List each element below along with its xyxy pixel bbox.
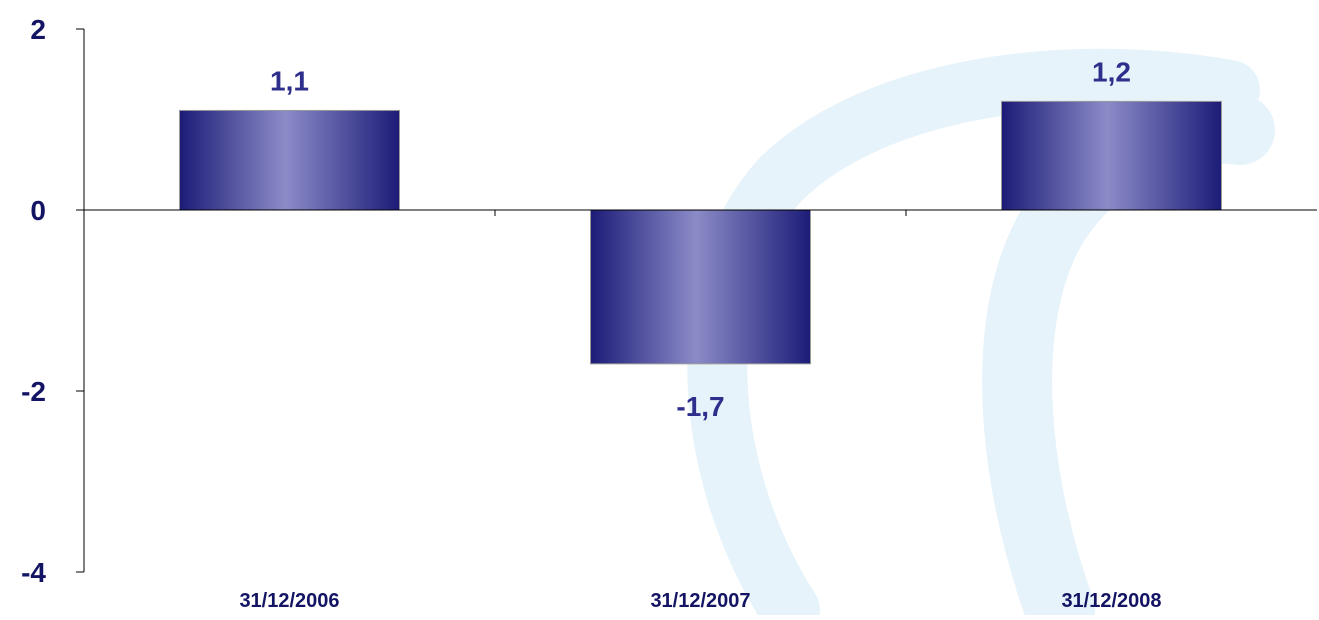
y-tick-label: 0 <box>30 195 46 226</box>
data-label: 1,1 <box>270 65 309 96</box>
x-category-label: 31/12/2008 <box>1061 590 1161 612</box>
y-tick-label: 2 <box>30 14 46 45</box>
y-tick-label: -4 <box>21 557 46 588</box>
data-label: -1,7 <box>676 391 724 422</box>
bar[interactable] <box>179 109 400 211</box>
data-label: 1,2 <box>1092 56 1131 87</box>
bar[interactable] <box>1001 100 1222 211</box>
y-tick-label: -2 <box>21 376 46 407</box>
bar[interactable] <box>590 209 811 365</box>
x-category-label: 31/12/2007 <box>650 590 750 612</box>
x-category-label: 31/12/2006 <box>239 590 339 612</box>
plot-area: 2 0 -2 -4 1,1 -1,7 1,2 31/12/2006 31/12/2007 31/1… <box>21 14 1317 612</box>
